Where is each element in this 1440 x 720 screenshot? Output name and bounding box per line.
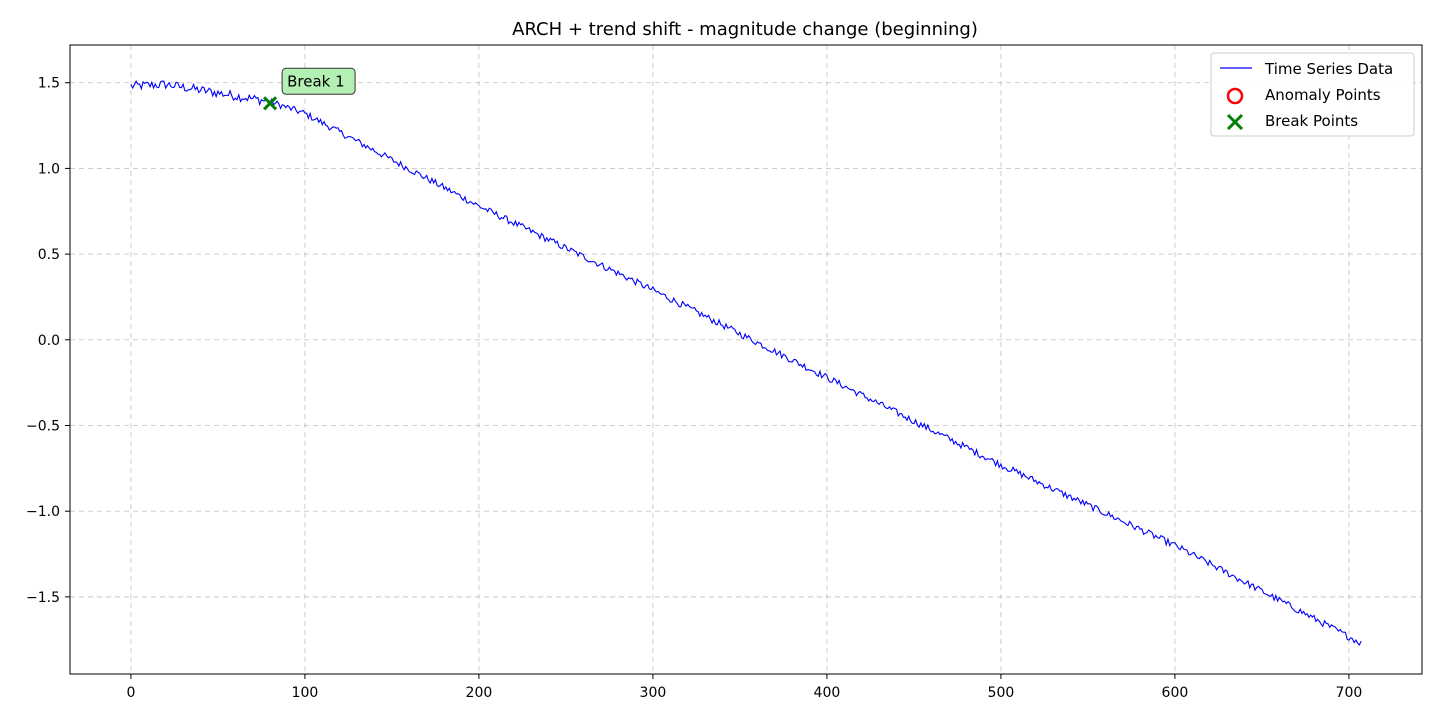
x-tick-label: 300: [640, 685, 667, 701]
plot-frame: [69, 44, 1423, 675]
y-tick-label: 0.0: [38, 333, 60, 349]
y-axis: −1.5 −1.0 −0.5 0.0 0.5 1.0 1.5: [26, 76, 70, 606]
legend-box: [1210, 52, 1415, 137]
x-tick-label: 100: [292, 685, 319, 701]
x-tick-label: 200: [466, 685, 493, 701]
x-tick-label: 500: [988, 685, 1015, 701]
series-line-time-series-data: [130, 79, 1362, 646]
y-tick-label: −0.5: [26, 418, 60, 434]
legend-label-series: Time Series Data: [1264, 60, 1393, 78]
x-tick-label: 0: [126, 685, 135, 701]
annotation-box: [281, 67, 356, 95]
y-tick-label: 0.5: [38, 247, 60, 263]
legend: Time Series Data Anomaly Points Break Po…: [1210, 52, 1415, 137]
x-axis: 0 100 200 300 400 500 600 700: [126, 674, 1362, 701]
legend-anomaly-swatch: [1226, 87, 1244, 105]
y-tick-label: 1.5: [38, 76, 60, 92]
break-point-marker: [263, 96, 278, 111]
series-layer: [130, 79, 1362, 646]
x-tick-label: 700: [1336, 685, 1363, 701]
x-tick-label: 400: [814, 685, 841, 701]
annotation-label: Break 1: [287, 72, 345, 90]
x-tick-label: 600: [1162, 685, 1189, 701]
marker-layer: [263, 96, 278, 111]
annotation-layer: Break 1: [281, 67, 356, 95]
y-tick-label: 1.0: [38, 161, 60, 177]
legend-break-swatch: [1226, 113, 1244, 131]
grid-lines: [70, 45, 1422, 674]
legend-label-anomaly: Anomaly Points: [1265, 86, 1381, 104]
y-tick-label: −1.5: [26, 590, 60, 606]
legend-label-break: Break Points: [1265, 112, 1358, 130]
y-tick-label: −1.0: [26, 504, 60, 520]
chart-title: ARCH + trend shift - magnitude change (b…: [512, 19, 978, 40]
